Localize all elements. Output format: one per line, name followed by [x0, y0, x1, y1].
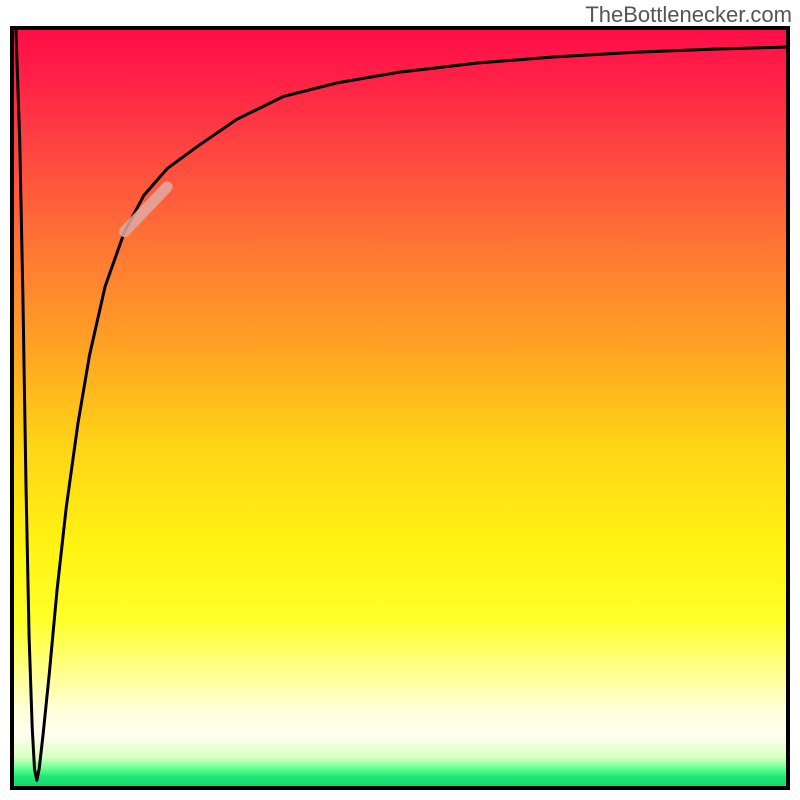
chart-container: TheBottlenecker.com — [0, 0, 800, 800]
chart-background — [12, 28, 788, 788]
chart-svg — [0, 0, 800, 800]
watermark-label: TheBottlenecker.com — [585, 2, 792, 28]
